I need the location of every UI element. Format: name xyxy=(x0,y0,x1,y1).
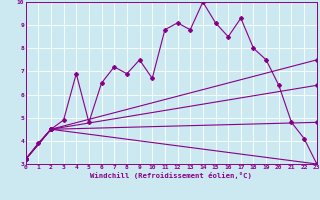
X-axis label: Windchill (Refroidissement éolien,°C): Windchill (Refroidissement éolien,°C) xyxy=(90,172,252,179)
